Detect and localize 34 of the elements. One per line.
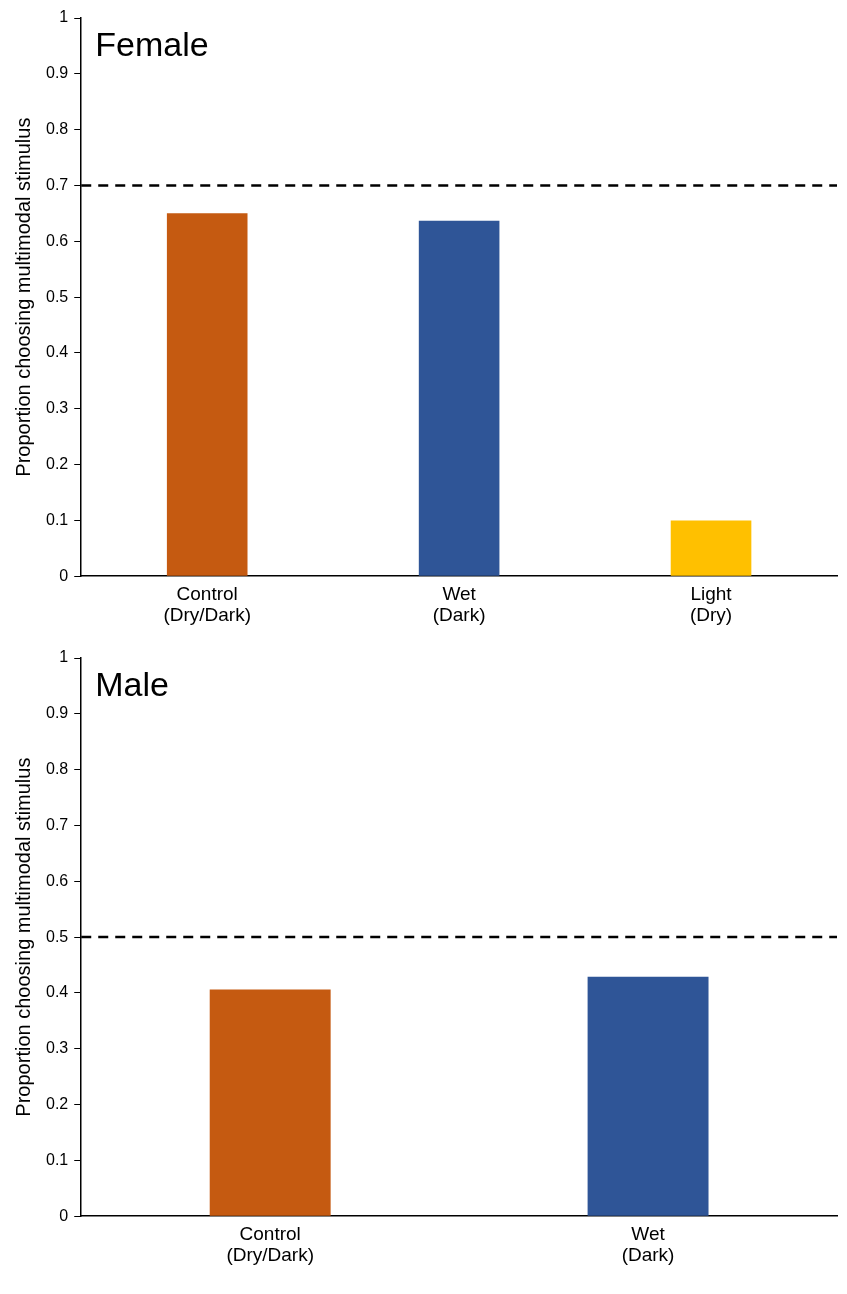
y-tick-label: 0.1 xyxy=(45,1150,69,1168)
y-tick-label: 0.8 xyxy=(45,120,69,138)
y-tick-label: 0.7 xyxy=(45,815,69,833)
y-tick-label: 0.6 xyxy=(45,231,69,249)
bar xyxy=(166,213,248,576)
y-tick-label: 0.1 xyxy=(45,510,69,528)
x-tick-label: Wet (Dark) xyxy=(621,1222,675,1265)
y-tick-label: 0.6 xyxy=(45,871,69,889)
x-tick-label: Light (Dry) xyxy=(689,582,733,625)
bar xyxy=(670,520,752,576)
bar xyxy=(418,220,500,576)
y-tick-label: 0.2 xyxy=(45,1094,69,1112)
chart-title: Female xyxy=(95,25,209,64)
y-tick-label: 0 xyxy=(59,566,69,584)
y-tick-label: 0.3 xyxy=(45,399,69,417)
y-tick-label: 0.9 xyxy=(45,64,69,82)
chart-title: Male xyxy=(95,665,169,704)
y-tick-label: 0.4 xyxy=(45,983,69,1001)
y-tick-label: 1 xyxy=(59,648,69,666)
y-tick-label: 0.5 xyxy=(45,287,69,305)
y-axis-title: Proportion choosing multimodal stimulus xyxy=(11,757,34,1117)
y-tick-label: 0 xyxy=(59,1206,69,1224)
y-tick-label: 0.3 xyxy=(45,1039,69,1057)
y-tick-label: 0.4 xyxy=(45,343,69,361)
y-tick-label: 0.9 xyxy=(45,704,69,722)
y-tick-label: 0.5 xyxy=(45,927,69,945)
x-tick-label: Control (Dry/Dark) xyxy=(226,1222,314,1265)
y-tick-label: 0.2 xyxy=(45,454,69,472)
x-tick-label: Wet (Dark) xyxy=(432,582,486,625)
y-tick-label: 1 xyxy=(59,8,69,26)
x-tick-label: Control (Dry/Dark) xyxy=(163,582,252,625)
y-tick-label: 0.7 xyxy=(45,175,69,193)
y-axis-title: Proportion choosing multimodal stimulus xyxy=(11,117,34,477)
y-tick-label: 0.8 xyxy=(45,760,69,778)
